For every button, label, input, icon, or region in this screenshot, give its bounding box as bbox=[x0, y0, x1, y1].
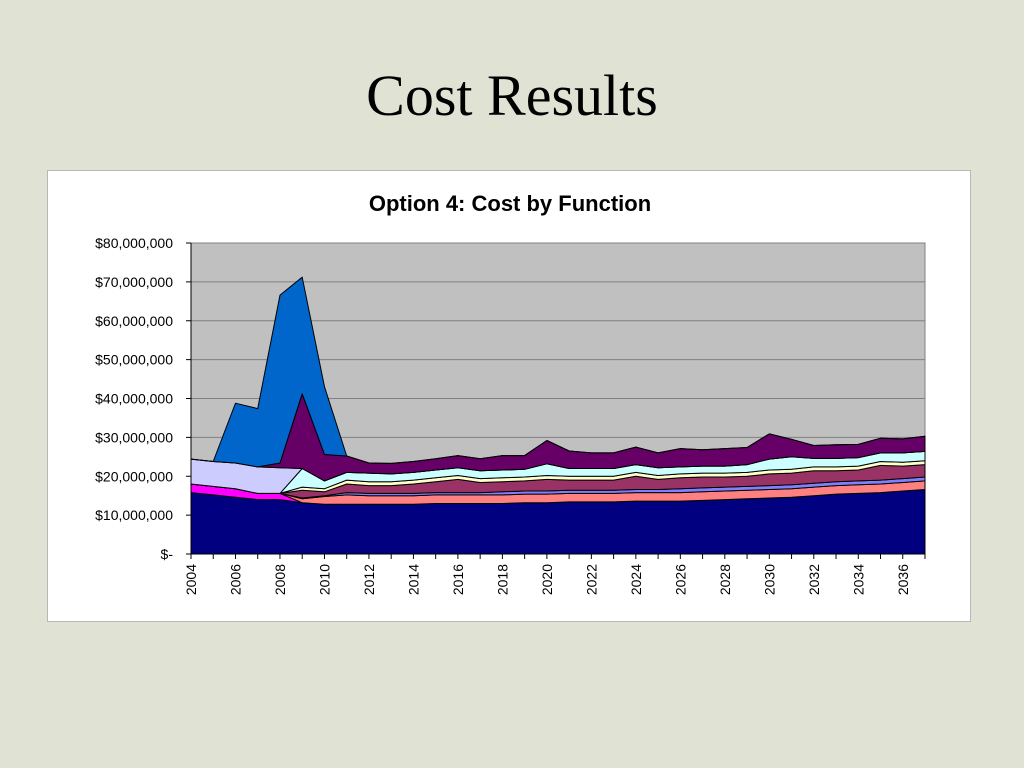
x-tick-label: 2016 bbox=[450, 564, 466, 595]
x-tick-label: 2020 bbox=[539, 564, 555, 595]
x-tick-label: 2034 bbox=[850, 564, 866, 595]
chart-frame: Option 4: Cost by Function $- $10,000,000 $… bbox=[47, 170, 971, 622]
y-tick-label: $80,000,000 bbox=[95, 235, 173, 251]
x-tick-label: 2006 bbox=[228, 564, 244, 595]
x-tick-label: 2022 bbox=[583, 564, 599, 595]
x-tick-label: 2024 bbox=[628, 564, 644, 595]
y-tick-label: $50,000,000 bbox=[95, 352, 173, 368]
chart-title: Option 4: Cost by Function bbox=[369, 191, 651, 216]
slide-title: Cost Results bbox=[366, 63, 658, 128]
x-tick-label: 2018 bbox=[494, 564, 510, 595]
x-tick-label: 2004 bbox=[183, 564, 199, 595]
x-tick-label: 2012 bbox=[361, 564, 377, 595]
y-tick-label: $- bbox=[161, 546, 174, 562]
x-tick-label: 2010 bbox=[317, 564, 333, 595]
x-tick-label: 2032 bbox=[806, 564, 822, 595]
x-tick-label: 2028 bbox=[717, 564, 733, 595]
x-tick-label: 2036 bbox=[895, 564, 911, 595]
y-tick-label: $30,000,000 bbox=[95, 429, 173, 445]
area-series-10 bbox=[190, 276, 926, 468]
y-tick-label: $40,000,000 bbox=[95, 391, 173, 407]
x-tick-label: 2008 bbox=[272, 564, 288, 595]
y-tick-label: $20,000,000 bbox=[95, 468, 173, 484]
y-tick-label: $70,000,000 bbox=[95, 274, 173, 290]
x-tick-label: 2026 bbox=[672, 564, 688, 595]
area-chart: Option 4: Cost by Function $- $10,000,000 $… bbox=[95, 191, 926, 595]
x-tick-label: 2014 bbox=[405, 564, 421, 595]
x-tick-label: 2030 bbox=[761, 564, 777, 595]
y-tick-label: $10,000,000 bbox=[95, 507, 173, 523]
y-tick-label: $60,000,000 bbox=[95, 313, 173, 329]
